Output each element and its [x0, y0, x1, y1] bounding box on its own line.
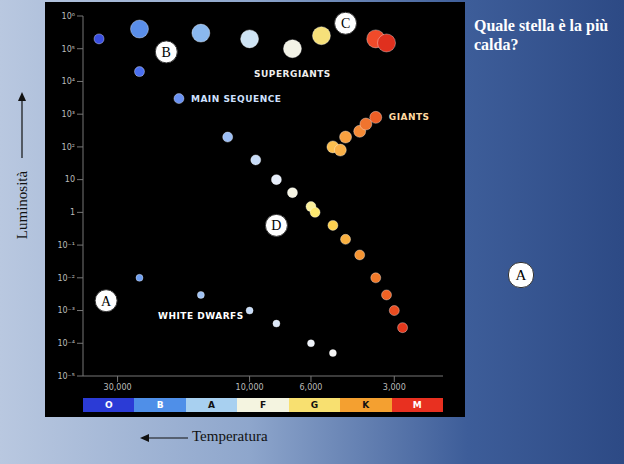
svg-text:SUPERGIANTS: SUPERGIANTS — [254, 69, 331, 79]
html-text:G: G — [310, 400, 319, 410]
svg-text:10⁶: 10⁶ — [62, 12, 75, 21]
svg-text:10⁻⁴: 10⁻⁴ — [57, 339, 75, 348]
html-text:Luminosità: Luminosità — [14, 170, 30, 240]
svg-text:3,000: 3,000 — [383, 383, 406, 392]
html-text:A: A — [208, 400, 215, 410]
html-text:B: B — [156, 400, 164, 410]
svg-text:C: C — [341, 16, 350, 31]
svg-text:30,000: 30,000 — [104, 383, 132, 392]
svg-text:WHITE DWARFS: WHITE DWARFS — [158, 311, 244, 321]
html-text:M: M — [412, 400, 422, 410]
svg-text:10,000: 10,000 — [236, 383, 264, 392]
svg-text:MAIN SEQUENCE: MAIN SEQUENCE — [191, 94, 281, 104]
svg-text:10⁻⁵: 10⁻⁵ — [57, 372, 75, 381]
svg-text:10⁻²: 10⁻² — [57, 274, 75, 283]
svg-text:10⁴: 10⁴ — [62, 77, 75, 86]
svg-text:10²: 10² — [62, 143, 75, 152]
svg-text:1: 1 — [70, 208, 75, 217]
html-text:F: F — [259, 400, 266, 410]
html-text:Quale stella è la più calda?: Quale stella è la più calda? — [474, 17, 609, 53]
html-text:A: A — [515, 267, 527, 283]
svg-text:10⁵: 10⁵ — [62, 45, 75, 54]
svg-text:10⁻³: 10⁻³ — [57, 306, 75, 315]
html-text:Temperatura: Temperatura — [192, 428, 268, 444]
svg-text:10: 10 — [65, 175, 75, 184]
svg-text:GIANTS: GIANTS — [389, 112, 430, 122]
svg-text:6,000: 6,000 — [300, 383, 323, 392]
svg-text:10³: 10³ — [62, 110, 75, 119]
html-text:O: O — [104, 400, 113, 410]
svg-text:A: A — [101, 294, 112, 309]
html-text:K: K — [362, 400, 370, 410]
svg-text:D: D — [271, 218, 281, 233]
svg-text:10⁻¹: 10⁻¹ — [57, 241, 75, 250]
svg-text:B: B — [162, 45, 171, 60]
